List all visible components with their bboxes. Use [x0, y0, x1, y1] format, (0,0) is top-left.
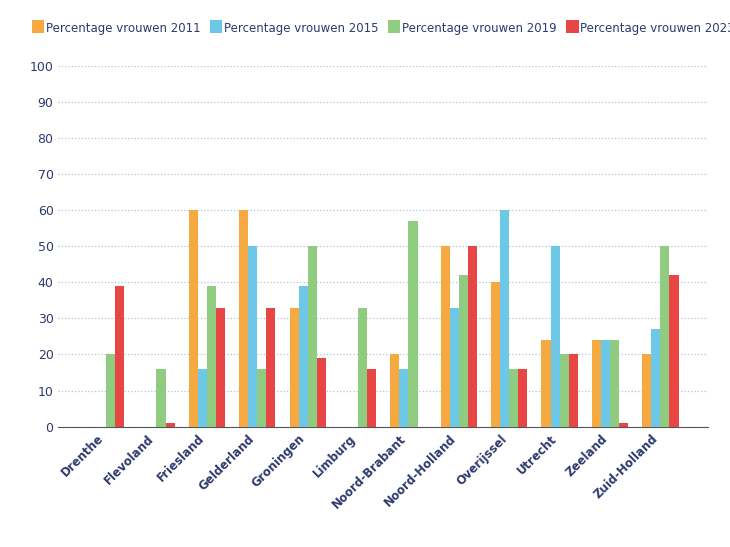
Bar [307, 246, 317, 427]
Bar [651, 329, 661, 427]
Legend: Percentage vrouwen 2011, Percentage vrouwen 2015, Percentage vrouwen 2019, Perce: Percentage vrouwen 2011, Percentage vrou… [27, 18, 730, 40]
Bar [257, 369, 266, 427]
Bar [592, 340, 601, 427]
Bar [669, 275, 679, 427]
Bar [156, 369, 166, 427]
Bar [290, 307, 299, 427]
Bar [266, 307, 275, 427]
Bar [610, 340, 619, 427]
Bar [468, 246, 477, 427]
Bar [106, 354, 115, 427]
Bar [216, 307, 225, 427]
Bar [661, 246, 669, 427]
Bar [491, 282, 500, 427]
Bar [569, 354, 577, 427]
Bar [542, 340, 550, 427]
Bar [115, 286, 124, 427]
Bar [399, 369, 409, 427]
Bar [166, 423, 174, 427]
Bar [642, 354, 651, 427]
Bar [619, 423, 629, 427]
Bar [459, 275, 468, 427]
Bar [207, 286, 216, 427]
Bar [317, 358, 326, 427]
Bar [248, 246, 257, 427]
Bar [510, 369, 518, 427]
Bar [239, 210, 248, 427]
Bar [358, 307, 367, 427]
Bar [189, 210, 198, 427]
Bar [560, 354, 569, 427]
Bar [299, 286, 307, 427]
Bar [409, 221, 418, 427]
Bar [550, 246, 560, 427]
Bar [367, 369, 376, 427]
Bar [500, 210, 510, 427]
Bar [198, 369, 207, 427]
Bar [391, 354, 399, 427]
Bar [601, 340, 610, 427]
Bar [450, 307, 459, 427]
Bar [518, 369, 527, 427]
Bar [441, 246, 450, 427]
